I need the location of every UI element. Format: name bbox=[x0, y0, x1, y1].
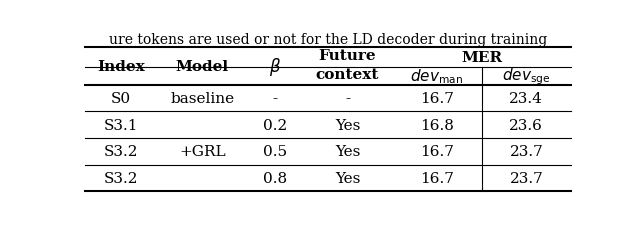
Text: S3.1: S3.1 bbox=[104, 118, 138, 132]
Text: Model: Model bbox=[176, 60, 229, 74]
Text: +GRL: +GRL bbox=[179, 145, 226, 159]
Text: 16.7: 16.7 bbox=[420, 145, 454, 159]
Text: baseline: baseline bbox=[170, 92, 234, 106]
Text: 23.4: 23.4 bbox=[509, 92, 543, 106]
Text: S3.2: S3.2 bbox=[104, 145, 138, 159]
Text: Yes: Yes bbox=[335, 171, 360, 185]
Text: -: - bbox=[273, 92, 278, 106]
Text: Index: Index bbox=[97, 60, 145, 74]
Text: 0.2: 0.2 bbox=[263, 118, 287, 132]
Text: Yes: Yes bbox=[335, 145, 360, 159]
Text: $\mathit{dev}_{\mathrm{sge}}$: $\mathit{dev}_{\mathrm{sge}}$ bbox=[502, 66, 550, 87]
Text: 0.8: 0.8 bbox=[263, 171, 287, 185]
Text: 0.5: 0.5 bbox=[263, 145, 287, 159]
Text: 23.7: 23.7 bbox=[509, 145, 543, 159]
Text: S0: S0 bbox=[111, 92, 131, 106]
Text: 23.6: 23.6 bbox=[509, 118, 543, 132]
Text: context: context bbox=[316, 68, 380, 82]
Text: 16.7: 16.7 bbox=[420, 171, 454, 185]
Text: S3.2: S3.2 bbox=[104, 171, 138, 185]
Text: 16.7: 16.7 bbox=[420, 92, 454, 106]
Text: -: - bbox=[345, 92, 350, 106]
Text: 16.8: 16.8 bbox=[420, 118, 454, 132]
Text: Future: Future bbox=[319, 49, 376, 63]
Text: 23.7: 23.7 bbox=[509, 171, 543, 185]
Text: $\mathit{dev}_{\mathrm{man}}$: $\mathit{dev}_{\mathrm{man}}$ bbox=[410, 67, 463, 86]
Text: $\beta$: $\beta$ bbox=[269, 56, 281, 78]
Text: MER: MER bbox=[461, 51, 502, 65]
Text: Yes: Yes bbox=[335, 118, 360, 132]
Text: ure tokens are used or not for the LD decoder during training: ure tokens are used or not for the LD de… bbox=[109, 32, 547, 47]
